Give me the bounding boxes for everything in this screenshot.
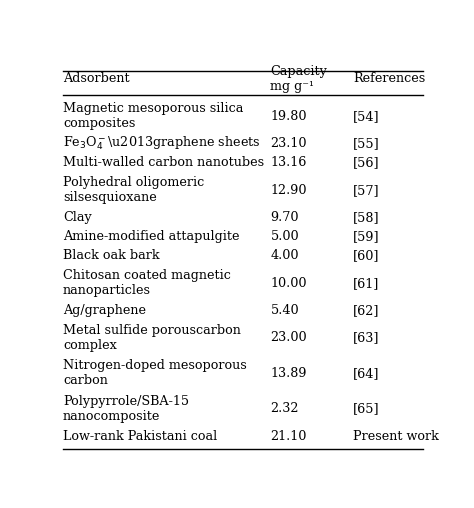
Text: [63]: [63] <box>353 331 380 344</box>
Text: 5.00: 5.00 <box>271 230 299 243</box>
Text: 13.16: 13.16 <box>271 156 307 169</box>
Text: 5.40: 5.40 <box>271 304 299 317</box>
Text: Multi-walled carbon nanotubes: Multi-walled carbon nanotubes <box>63 156 264 169</box>
Text: 12.90: 12.90 <box>271 184 307 197</box>
Text: [55]: [55] <box>353 137 380 150</box>
Text: [59]: [59] <box>353 230 380 243</box>
Text: [54]: [54] <box>353 110 380 123</box>
Text: 13.89: 13.89 <box>271 367 307 380</box>
Text: [60]: [60] <box>353 249 380 263</box>
Text: [61]: [61] <box>353 277 380 290</box>
Text: Present work: Present work <box>353 430 439 443</box>
Text: [56]: [56] <box>353 156 380 169</box>
Text: [64]: [64] <box>353 367 380 380</box>
Text: 19.80: 19.80 <box>271 110 307 123</box>
Text: [58]: [58] <box>353 211 380 224</box>
Text: Magnetic mesoporous silica
composites: Magnetic mesoporous silica composites <box>63 102 243 130</box>
Text: 23.00: 23.00 <box>271 331 307 344</box>
Text: [62]: [62] <box>353 304 380 317</box>
Text: References: References <box>353 72 425 85</box>
Text: Capacity
mg g⁻¹: Capacity mg g⁻¹ <box>271 65 328 92</box>
Text: Ag/graphene: Ag/graphene <box>63 304 146 317</box>
Text: Adsorbent: Adsorbent <box>63 72 129 85</box>
Text: Chitosan coated magnetic
nanoparticles: Chitosan coated magnetic nanoparticles <box>63 269 231 297</box>
Text: Nitrogen-doped mesoporous
carbon: Nitrogen-doped mesoporous carbon <box>63 360 246 388</box>
Text: 10.00: 10.00 <box>271 277 307 290</box>
Text: Amine-modified attapulgite: Amine-modified attapulgite <box>63 230 239 243</box>
Text: Polyhedral oligomeric
silsesquioxane: Polyhedral oligomeric silsesquioxane <box>63 176 204 204</box>
Text: Fe$_3$O$_4^-$\u2013graphene sheets: Fe$_3$O$_4^-$\u2013graphene sheets <box>63 135 261 152</box>
Text: Metal sulfide porouscarbon
complex: Metal sulfide porouscarbon complex <box>63 324 241 352</box>
Text: Black oak bark: Black oak bark <box>63 249 160 263</box>
Text: 21.10: 21.10 <box>271 430 307 443</box>
Text: 2.32: 2.32 <box>271 402 299 416</box>
Text: 4.00: 4.00 <box>271 249 299 263</box>
Text: Clay: Clay <box>63 211 91 224</box>
Text: Polypyrrole/SBA-15
nanocomposite: Polypyrrole/SBA-15 nanocomposite <box>63 395 189 423</box>
Text: [57]: [57] <box>353 184 380 197</box>
Text: [65]: [65] <box>353 402 380 416</box>
Text: Low-rank Pakistani coal: Low-rank Pakistani coal <box>63 430 217 443</box>
Text: 23.10: 23.10 <box>271 137 307 150</box>
Text: 9.70: 9.70 <box>271 211 299 224</box>
